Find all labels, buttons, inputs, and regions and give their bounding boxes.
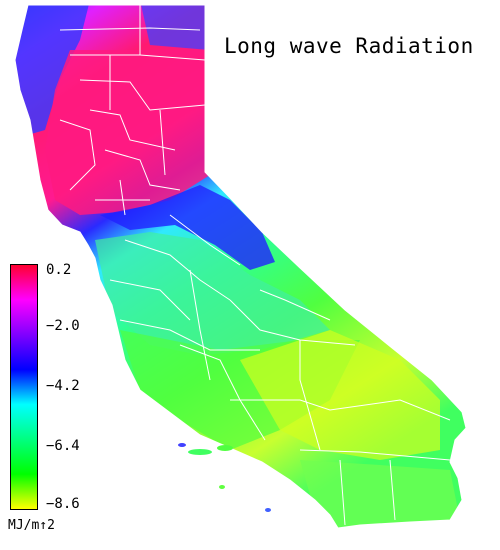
desert-region [240,330,440,460]
legend-tick-label: −8.6 [46,496,80,512]
county-boundaries [59,5,451,526]
state-outline [14,4,467,529]
north-coast-region [15,5,90,140]
southern-tip-region [300,460,460,528]
legend-units: MJ/m↑2 [8,518,55,533]
map-title: Long wave Radiation [224,34,474,58]
northeast-region [140,5,210,50]
central-valley-region [95,232,330,355]
sierra-region [100,185,275,270]
channel-islands [178,443,271,512]
legend-tick-label: −2.0 [46,318,80,334]
legend-colorbar [10,264,38,510]
legend-tick-label: −4.2 [46,378,80,394]
legend-tick-label: −6.4 [46,438,80,454]
legend-tick-label: 0.2 [46,262,72,278]
